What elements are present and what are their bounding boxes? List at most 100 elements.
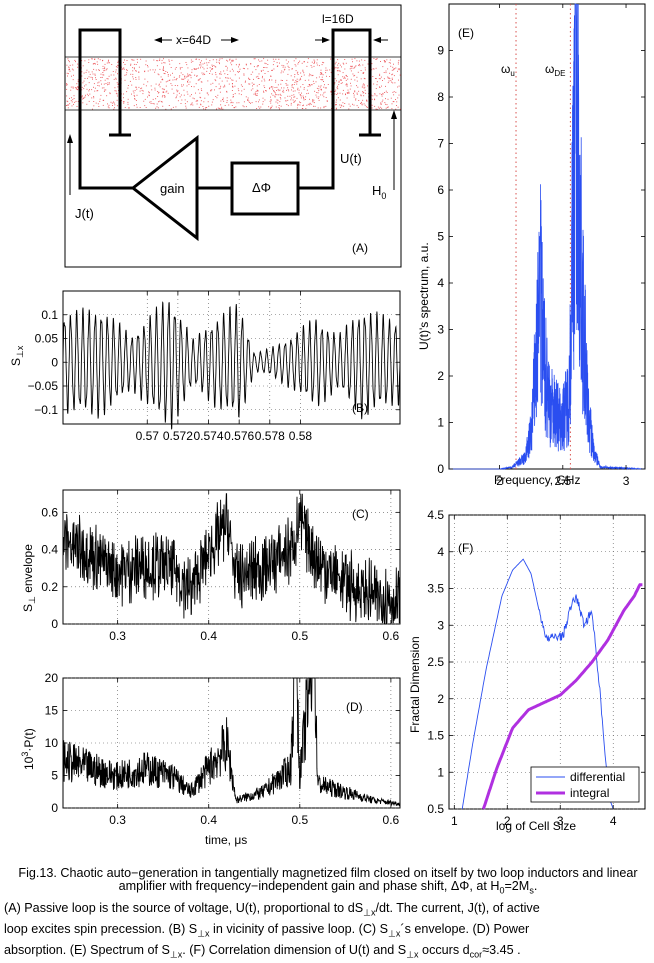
film-dot xyxy=(379,93,381,95)
film-dot xyxy=(89,73,91,75)
film-dot xyxy=(212,99,214,101)
film-dot xyxy=(253,66,255,68)
film-dot xyxy=(197,100,199,102)
legend-box xyxy=(530,766,640,803)
film-dot xyxy=(391,81,393,83)
film-dot xyxy=(127,103,129,105)
film-dot xyxy=(222,86,224,88)
film-dot xyxy=(224,84,226,86)
film-dot xyxy=(306,93,308,95)
film-dot xyxy=(275,106,277,108)
film-dot xyxy=(398,85,400,87)
y-tick-label: 0.05 xyxy=(35,332,59,346)
film-dot xyxy=(155,98,157,100)
film-dot xyxy=(293,60,295,62)
film-dot xyxy=(292,99,294,101)
film-dot xyxy=(181,85,183,87)
film-dot xyxy=(216,76,218,78)
film-dot xyxy=(284,68,286,70)
film-dot xyxy=(71,105,73,107)
film-dot xyxy=(67,104,68,106)
film-dot xyxy=(397,68,399,70)
film-dot xyxy=(267,64,269,65)
film-dot xyxy=(382,99,384,101)
film-dot xyxy=(343,77,345,79)
film-dot xyxy=(276,99,278,101)
film-dot xyxy=(339,64,341,66)
panel-b-y-label: S⊥x xyxy=(9,345,25,366)
film-dot xyxy=(346,92,348,93)
film-dot xyxy=(102,72,104,73)
film-dot xyxy=(317,107,319,109)
film-dot xyxy=(163,89,165,91)
film-dot xyxy=(85,94,86,96)
y-tick-label: 0.5 xyxy=(427,802,444,816)
film-dot xyxy=(258,59,259,61)
film-dot xyxy=(195,92,196,94)
film-dot xyxy=(244,81,246,83)
film-dot xyxy=(256,93,258,95)
film-dot xyxy=(211,101,213,103)
film-dot xyxy=(309,85,311,87)
film-dot xyxy=(115,78,117,80)
film-dot xyxy=(264,99,266,101)
film-dot xyxy=(183,84,184,86)
film-dot xyxy=(282,89,284,91)
film-dot xyxy=(296,83,298,85)
film-dot xyxy=(308,84,310,85)
film-dot xyxy=(316,87,318,89)
film-dot xyxy=(135,64,137,65)
film-dot xyxy=(259,60,261,62)
film-dot xyxy=(144,105,146,107)
film-dot xyxy=(355,65,357,67)
film-dot xyxy=(197,79,199,81)
film-dot xyxy=(131,93,132,95)
film-dot xyxy=(210,83,212,85)
film-dot xyxy=(255,91,257,92)
film-dot xyxy=(67,107,69,109)
film-dot xyxy=(340,104,342,106)
film-dot xyxy=(351,58,353,60)
film-dot xyxy=(238,102,240,104)
film-dot xyxy=(258,78,260,79)
film-dot xyxy=(296,78,298,80)
film-dot xyxy=(295,70,297,72)
film-dot xyxy=(373,58,375,59)
film-dot xyxy=(320,94,322,96)
film-dot xyxy=(390,62,391,64)
film-dot xyxy=(93,101,95,102)
film-dot xyxy=(312,99,314,101)
film-dot xyxy=(375,59,377,60)
film-dot xyxy=(398,69,400,71)
film-dot xyxy=(91,77,93,79)
film-dot xyxy=(300,95,302,97)
film-dot xyxy=(366,100,368,102)
film-dot xyxy=(312,100,314,102)
film-dot xyxy=(356,60,358,62)
film-dot xyxy=(251,102,253,104)
film-dot xyxy=(190,59,192,61)
film-dot xyxy=(152,69,154,71)
film-dot xyxy=(354,58,356,60)
film-dot xyxy=(291,86,293,88)
film-dot xyxy=(89,93,91,95)
film-dot xyxy=(363,103,365,105)
film-dot xyxy=(263,91,265,93)
panel-d-tag: (D) xyxy=(346,700,363,714)
film-dot xyxy=(312,80,314,82)
film-dot xyxy=(211,64,213,66)
film-dot xyxy=(353,104,355,106)
y-tick-label: 1 xyxy=(437,765,444,779)
film-dot xyxy=(207,80,209,82)
film-dot xyxy=(291,68,293,70)
film-dot xyxy=(374,99,376,101)
film-dot xyxy=(104,89,106,91)
film-dot xyxy=(291,85,293,87)
legend-integral-label: integral xyxy=(570,786,609,800)
film-dot xyxy=(337,67,339,69)
film-dot xyxy=(267,59,269,61)
film-dot xyxy=(397,97,399,99)
film-dot xyxy=(190,61,192,63)
film-dot xyxy=(172,79,174,81)
film-dot xyxy=(263,85,265,87)
